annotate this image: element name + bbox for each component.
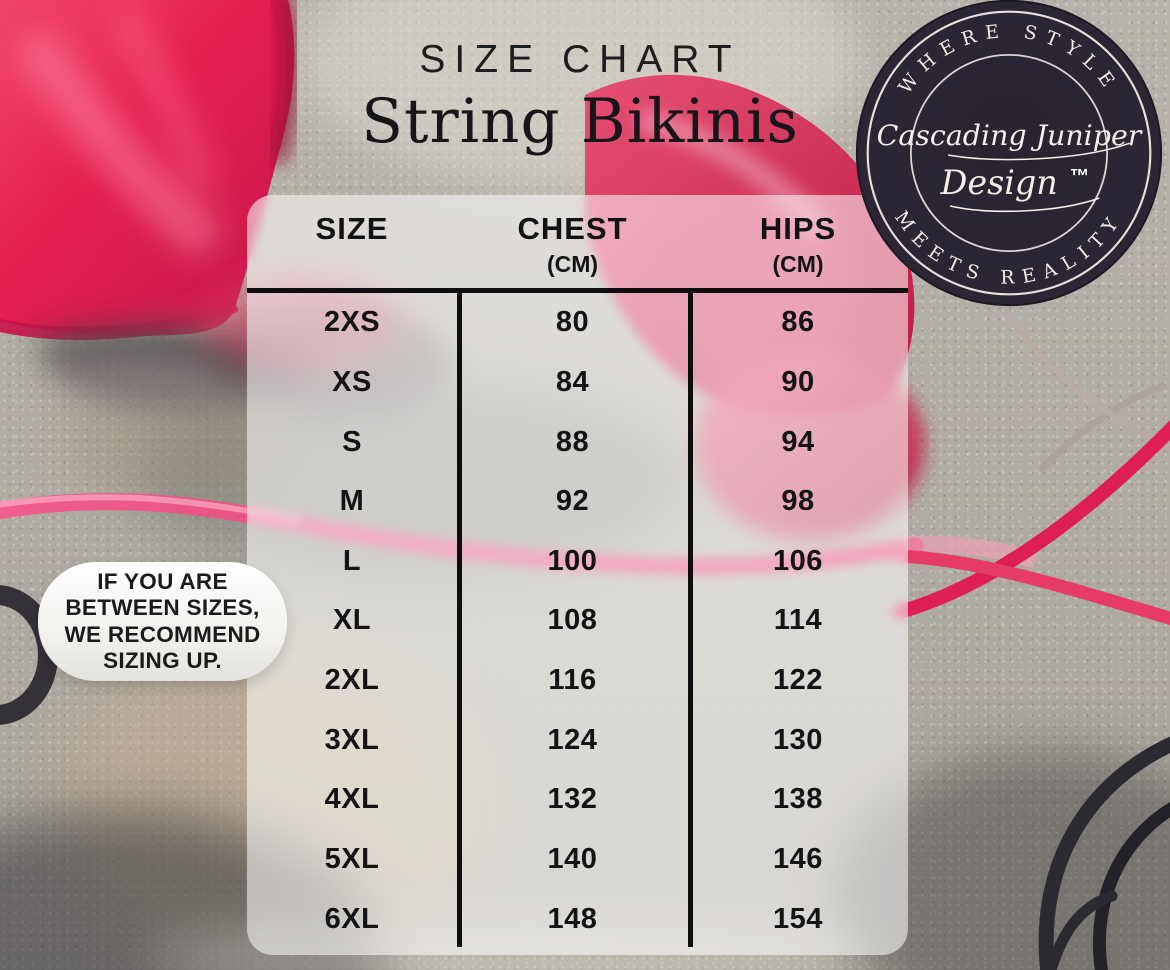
header-hips-unit: (CM) xyxy=(772,251,824,277)
hips-cell: 114 xyxy=(773,604,823,637)
note-line: BETWEEN SIZES, xyxy=(65,595,260,620)
chest-cell: 80 xyxy=(555,306,590,339)
table-row: M 92 98 xyxy=(247,472,908,532)
hips-cell: 154 xyxy=(773,902,823,935)
note-line: IF YOU ARE xyxy=(97,568,228,594)
chest-cell: 132 xyxy=(547,783,598,816)
table-row: XS 84 90 xyxy=(247,353,908,413)
sizing-note: IF YOU ARE BETWEEN SIZES, WE RECOMMEND S… xyxy=(38,562,287,681)
header-size-label: SIZE xyxy=(315,211,389,246)
chest-cell: 88 xyxy=(555,425,590,458)
page-kicker: SIZE CHART xyxy=(419,38,741,81)
size-cell: 4XL xyxy=(324,783,380,816)
badge-flourish xyxy=(948,142,1130,161)
column-divider-line xyxy=(688,293,693,947)
header-hips-label: HIPS xyxy=(759,211,837,246)
header-hips: HIPS (CM) xyxy=(688,195,908,288)
badge-script-line2: Design xyxy=(940,163,1058,202)
hips-cell: 94 xyxy=(781,425,815,458)
header-divider-line xyxy=(247,288,908,293)
header-size: SIZE xyxy=(247,195,457,288)
size-table-header: SIZE CHEST (CM) HIPS (CM) xyxy=(247,195,908,288)
size-cell: XS xyxy=(332,365,372,398)
table-row: 2XS 80 86 xyxy=(247,293,908,353)
header-chest-label: CHEST xyxy=(517,211,628,246)
note-line: WE RECOMMEND xyxy=(64,621,261,647)
title-block: SIZE CHART String Bikinis xyxy=(170,38,990,157)
hips-cell: 138 xyxy=(773,783,823,816)
table-row: 3XL 124 130 xyxy=(247,710,908,770)
chest-cell: 116 xyxy=(548,664,597,697)
size-table-rows: 2XS 80 86 XS 84 90 S 88 94 M 92 98 L 100 106 XL 108 114 2X… xyxy=(247,293,908,949)
size-cell: S xyxy=(342,425,362,458)
chest-cell: 92 xyxy=(555,485,590,518)
size-cell: 2XL xyxy=(324,664,380,697)
black-straps-photo xyxy=(1038,736,1170,970)
badge-inner-ring xyxy=(909,53,1109,253)
chest-cell: 84 xyxy=(555,365,590,398)
badge-circle xyxy=(855,0,1163,307)
size-cell: 6XL xyxy=(324,902,380,935)
red-strings-photo xyxy=(893,310,1170,625)
page-title: String Bikinis xyxy=(361,86,799,157)
size-cell: XL xyxy=(332,604,372,637)
size-table-panel: SIZE CHEST (CM) HIPS (CM) 2XS 80 86 XS 84 90 S… xyxy=(247,195,908,955)
table-row: S 88 94 xyxy=(247,412,908,472)
size-cell: 5XL xyxy=(324,843,380,876)
chest-cell: 100 xyxy=(547,544,598,577)
hips-cell: 86 xyxy=(781,306,815,339)
chest-cell: 148 xyxy=(547,902,598,935)
table-row: XL 108 114 xyxy=(247,591,908,651)
table-row: 5XL 140 146 xyxy=(247,830,908,890)
column-divider-line xyxy=(457,293,462,947)
hips-cell: 122 xyxy=(773,664,823,697)
hips-cell: 146 xyxy=(773,843,823,876)
hips-cell: 106 xyxy=(773,544,823,577)
header-chest-unit: (CM) xyxy=(546,251,599,277)
header-chest: CHEST (CM) xyxy=(457,195,688,288)
size-cell: L xyxy=(342,544,362,577)
table-row: 6XL 148 154 xyxy=(247,889,908,949)
badge-flourish xyxy=(949,197,1100,213)
chest-cell: 124 xyxy=(547,723,598,756)
badge-outer-ring xyxy=(866,10,1152,296)
badge-script-line1: Cascading Juniper xyxy=(877,119,1143,152)
brand-logo-badge: WHERE STYLE MEETS REALITY Cascading Juni… xyxy=(855,0,1163,307)
hips-cell: 98 xyxy=(781,485,815,518)
table-row: L 100 106 xyxy=(247,532,908,592)
size-cell: M xyxy=(339,485,365,518)
table-row: 2XL 116 122 xyxy=(247,651,908,711)
note-line: SIZING UP. xyxy=(103,648,222,673)
table-row: 4XL 132 138 xyxy=(247,770,908,830)
bikini-top-photo xyxy=(0,0,300,341)
size-cell: 3XL xyxy=(324,723,380,756)
hips-cell: 90 xyxy=(781,365,815,398)
size-cell: 2XS xyxy=(323,306,381,339)
chest-cell: 140 xyxy=(547,843,598,876)
trademark-symbol: ™ xyxy=(1070,165,1090,187)
hips-cell: 130 xyxy=(773,723,823,756)
chest-cell: 108 xyxy=(547,604,598,637)
